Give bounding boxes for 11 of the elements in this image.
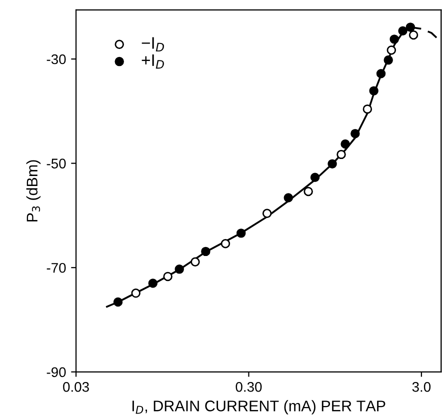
y-tick-label: -90: [46, 367, 66, 378]
y-tick-label: -50: [46, 158, 66, 168]
x-tick-label: 0.03: [63, 382, 89, 392]
y-tick-label: -30: [46, 54, 66, 64]
x-tick-label: 0.30: [236, 382, 262, 392]
y-axis-title: P$_{3}$ (dBm): [26, 160, 41, 222]
legend-label: −I$_{D}$: [142, 37, 164, 52]
x-axis-title: I$_{D}$, DRAIN CURRENT (mA) PER TAP: [132, 400, 386, 414]
x-tick-label: 3.0: [412, 382, 431, 392]
legend-label: +I$_{D}$: [142, 54, 164, 69]
y-tick-label: -70: [46, 262, 66, 273]
